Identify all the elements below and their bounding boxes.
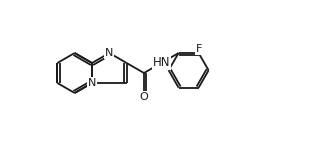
Text: N: N [105, 48, 114, 58]
Text: F: F [196, 44, 202, 54]
Text: HN: HN [153, 57, 170, 70]
Text: O: O [140, 92, 148, 102]
Text: N: N [88, 78, 96, 88]
